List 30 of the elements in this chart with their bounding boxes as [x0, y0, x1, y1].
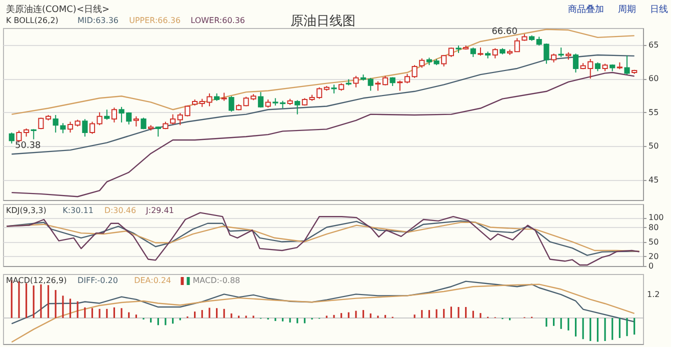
text: D:30.46: [104, 206, 136, 215]
text: 商品叠加: [568, 4, 604, 15]
legend-title: KDJ(9,3,3): [6, 206, 46, 215]
series-label: DIFF:-0.20: [77, 276, 118, 285]
text: MID:63.36: [77, 16, 119, 25]
legend-label: MACD:-0.88: [192, 276, 240, 285]
legend-title: MACD(12,26,9): [6, 276, 67, 285]
text: 1.2: [647, 290, 660, 299]
text: 美原油连(COMC)<日线>: [6, 4, 110, 15]
text: DEA:0.24: [134, 276, 172, 285]
chart-title: 原油日线图: [290, 14, 356, 29]
annotation: 50.38: [15, 140, 42, 151]
y-tick-label: 80: [648, 222, 659, 232]
y-tick-label: 100: [648, 213, 664, 222]
y-tick-label: 65: [648, 40, 659, 50]
text: UPPER:66.36: [129, 16, 181, 25]
y-tick-label: 50: [648, 237, 659, 246]
series-label: J:29.41: [145, 206, 174, 215]
text: LOWER:60.36: [190, 16, 246, 25]
y-tick-label: 55: [648, 108, 659, 117]
y-tick-label: 20: [648, 252, 659, 261]
annotation: 66.60: [492, 27, 518, 38]
text: K:30.11: [62, 206, 94, 215]
text: 日线: [650, 4, 668, 15]
y-tick-label: 45: [648, 175, 659, 184]
legend-title: K BOLL(26,2): [6, 16, 58, 25]
y-tick-label: 0: [648, 262, 654, 270]
y-tick-label: 50: [648, 142, 659, 151]
y-tick-label: 60: [648, 74, 659, 84]
text: 周期: [618, 4, 636, 15]
